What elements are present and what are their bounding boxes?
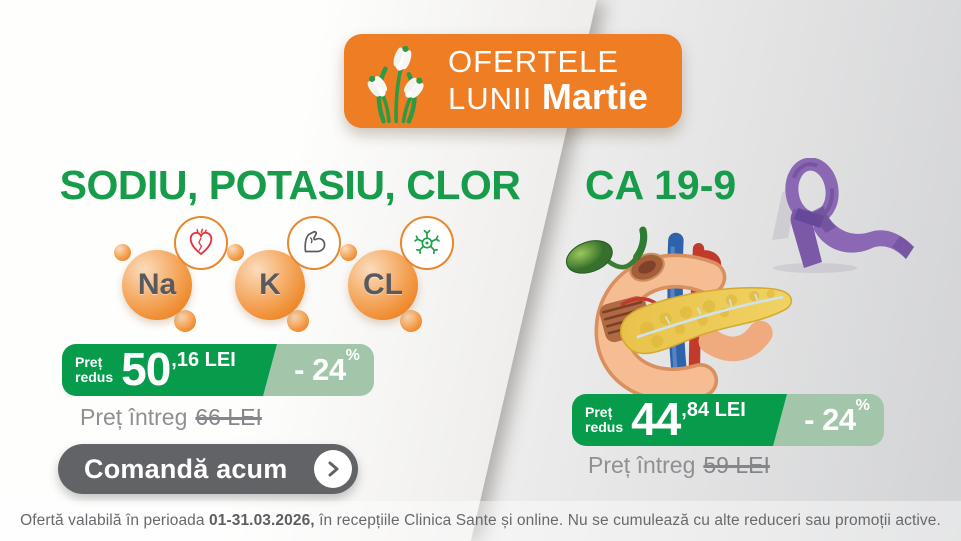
satellite-sphere (227, 244, 244, 261)
satellite-sphere (340, 244, 357, 261)
neuron-icon (400, 216, 454, 270)
left-offer-title: SODIU, POTASIU, CLOR (59, 162, 521, 208)
price-decimals: ,16 LEI (171, 349, 236, 371)
discount-tag: - 24 % (790, 394, 884, 446)
banner-line2: LUNII Martie (448, 78, 648, 116)
footer-disclaimer: Ofertă valabilă în perioada 01-31.03.202… (0, 501, 961, 541)
arrow-circle (314, 450, 352, 488)
price-label: Preț redus (75, 355, 113, 384)
footer-text-before: Ofertă valabilă în perioada (20, 512, 210, 529)
purple-awareness-ribbon (772, 158, 914, 273)
price-value: 50 (121, 343, 171, 396)
old-price-value: 66 LEI (195, 404, 262, 430)
discount-tag: - 24 % (280, 344, 374, 396)
price-label-line1: Preț (75, 354, 103, 371)
snowdrop-blossoms (367, 45, 424, 99)
satellite-sphere (287, 310, 309, 332)
element-symbol: Na (137, 268, 177, 301)
price-decimals: ,84 LEI (681, 399, 746, 421)
chevron-right-icon (328, 461, 339, 477)
heart-icon (174, 216, 228, 270)
right-offer-title: CA 19-9 (585, 162, 737, 208)
molecule-potassium: K (227, 216, 341, 332)
banner-line2-prefix: LUNII (448, 81, 542, 117)
discount-value: - 24 (294, 352, 346, 387)
footer-validity-dates: 01-31.03.2026, (209, 512, 315, 529)
banner-text: OFERTELE LUNII Martie (448, 43, 648, 116)
order-now-button[interactable]: Comandă acum (58, 444, 358, 494)
element-sphere-cl: CL (348, 250, 418, 320)
old-price-value: 59 LEI (703, 452, 770, 478)
discount-value: - 24 (804, 402, 856, 437)
footer-text-after: în recepțiile Clinica Sante și online. N… (314, 512, 941, 529)
element-symbol: K (259, 268, 281, 301)
satellite-sphere (400, 310, 422, 332)
muscle-icon (287, 216, 341, 270)
banner-line1: OFERTELE (448, 43, 620, 79)
element-sphere-na: Na (122, 250, 192, 320)
percent-sign: % (855, 397, 870, 414)
element-symbol: CL (363, 268, 403, 301)
left-old-price: Preț întreg 66 LEI (80, 404, 262, 431)
reduced-price-tag: Preț redus 44 ,84 LEI (572, 394, 768, 446)
old-price-label: Preț întreg (588, 452, 696, 478)
order-now-label: Comandă acum (84, 453, 288, 484)
snowdrop-flowers-icon (367, 45, 424, 124)
price-label-line2: redus (585, 419, 624, 435)
old-price-label: Preț întreg (80, 404, 188, 430)
price-value: 44 (631, 393, 681, 446)
satellite-sphere (114, 244, 131, 261)
percent-sign: % (345, 347, 360, 364)
satellite-sphere (174, 310, 196, 332)
price-label-line1: Preț (585, 404, 613, 421)
molecule-chlorine: CL (340, 216, 454, 332)
banner-month: Martie (541, 76, 648, 118)
reduced-price-tag: Preț redus 50 ,16 LEI (62, 344, 258, 396)
price-label-line2: redus (75, 369, 114, 385)
element-sphere-k: K (235, 250, 305, 320)
element-icons-row: Na K (114, 216, 454, 332)
pancreas-illustration (565, 226, 793, 396)
right-old-price: Preț întreg 59 LEI (588, 452, 770, 479)
month-offer-banner: OFERTELE LUNII Martie (344, 34, 682, 128)
molecule-sodium: Na (114, 216, 228, 332)
price-label: Preț redus (585, 405, 623, 434)
